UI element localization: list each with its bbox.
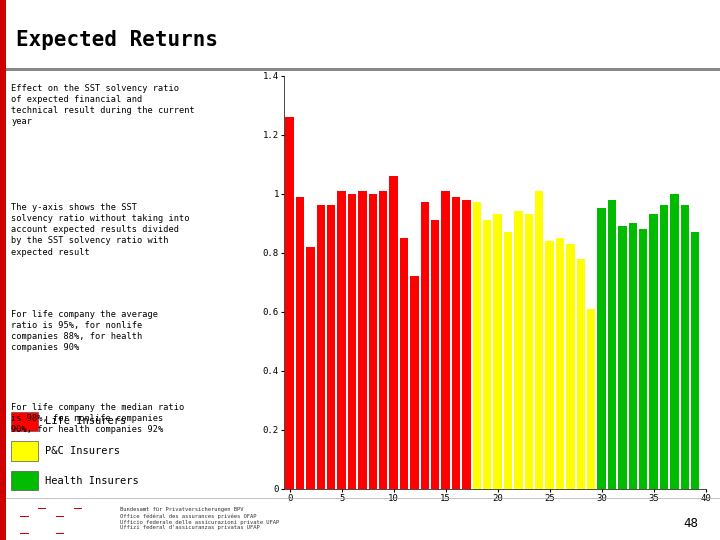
Bar: [390, 176, 397, 489]
Text: For life company the average
ratio is 95%, for nonlife
companies 88%, for health: For life company the average ratio is 95…: [12, 309, 158, 352]
Bar: [306, 247, 315, 489]
Bar: [587, 309, 595, 489]
Bar: [296, 197, 304, 489]
Text: Expected Returns: Expected Returns: [17, 30, 218, 50]
Bar: [410, 276, 418, 489]
Text: Health Insurers: Health Insurers: [45, 476, 139, 486]
Text: Bundesamt für Privatversicherungen BPV
Office fédéral des assurances privées OFA: Bundesamt für Privatversicherungen BPV O…: [120, 508, 279, 530]
Text: P&C Insurers: P&C Insurers: [45, 446, 120, 456]
Bar: [691, 232, 699, 489]
Bar: [472, 202, 481, 489]
Text: The y-axis shows the SST
solvency ratio without taking into
account expected res: The y-axis shows the SST solvency ratio …: [12, 203, 189, 256]
Bar: [462, 200, 471, 489]
Text: Effect on the SST solvency ratio
of expected financial and
technical result duri: Effect on the SST solvency ratio of expe…: [12, 84, 195, 126]
Bar: [670, 194, 678, 489]
Bar: [649, 214, 658, 489]
Bar: [680, 205, 689, 489]
Bar: [379, 191, 387, 489]
Bar: [493, 214, 502, 489]
Text: 48: 48: [683, 517, 698, 530]
Bar: [629, 223, 637, 489]
Bar: [598, 208, 606, 489]
Bar: [338, 191, 346, 489]
Bar: [535, 191, 544, 489]
Bar: [504, 232, 512, 489]
Bar: [639, 229, 647, 489]
Text: For life company the median ratio
is 98%, for nonlife companies
90%, for health : For life company the median ratio is 98%…: [12, 403, 184, 434]
Bar: [577, 259, 585, 489]
Bar: [420, 202, 429, 489]
Bar: [400, 238, 408, 489]
Bar: [285, 117, 294, 489]
FancyBboxPatch shape: [12, 411, 38, 431]
Bar: [566, 244, 575, 489]
Bar: [369, 194, 377, 489]
Text: Life Insurers: Life Insurers: [45, 416, 126, 426]
Bar: [525, 214, 533, 489]
Bar: [483, 220, 491, 489]
Bar: [359, 191, 366, 489]
Bar: [556, 238, 564, 489]
Bar: [452, 197, 460, 489]
Bar: [327, 205, 336, 489]
Bar: [546, 241, 554, 489]
Bar: [608, 200, 616, 489]
FancyBboxPatch shape: [12, 442, 38, 461]
Bar: [514, 211, 523, 489]
Bar: [618, 226, 626, 489]
Bar: [441, 191, 450, 489]
Bar: [317, 205, 325, 489]
FancyBboxPatch shape: [12, 471, 38, 490]
Bar: [431, 220, 439, 489]
Bar: [348, 194, 356, 489]
Bar: [660, 205, 668, 489]
